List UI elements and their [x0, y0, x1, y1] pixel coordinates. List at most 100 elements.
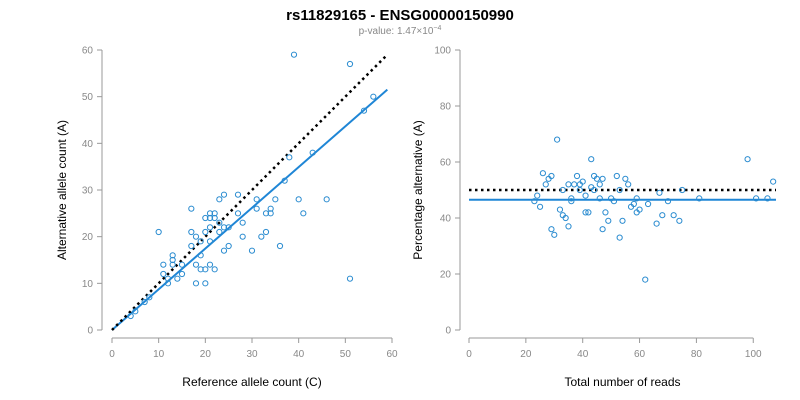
data-point: [664, 198, 672, 205]
data-point: [753, 195, 760, 202]
data-point: [220, 224, 228, 231]
x-axis-label: Reference allele count (C): [182, 375, 321, 389]
data-point: [220, 247, 228, 254]
data-point: [551, 231, 558, 238]
x-tick-label: 30: [246, 349, 258, 360]
data-point: [211, 214, 218, 222]
data-point: [554, 136, 561, 143]
figure-title: rs11829165 - ENSG00000150990: [286, 7, 514, 24]
data-point: [323, 196, 330, 203]
data-point: [206, 210, 214, 217]
data-point: [596, 181, 603, 188]
data-point: [531, 198, 538, 205]
data-point: [211, 210, 218, 217]
x-tick-label: 0: [109, 349, 115, 360]
data-point: [216, 196, 223, 203]
data-point: [197, 252, 204, 259]
data-point: [568, 198, 575, 205]
data-point: [141, 298, 148, 306]
x-tick-label: 60: [634, 349, 646, 360]
data-point: [272, 196, 279, 203]
data-point: [610, 198, 618, 205]
data-point: [290, 51, 298, 58]
data-point: [206, 214, 214, 222]
data-point: [559, 186, 566, 194]
data-point: [295, 196, 302, 203]
data-point: [197, 238, 204, 245]
data-point: [696, 195, 703, 202]
y-tick-label: 60: [440, 158, 452, 169]
data-point: [178, 261, 186, 268]
scatter-plot-allele-counts: 0 10 20 30 40 50 60 0 10 20 30 40 50 60 Reference alle…: [55, 46, 398, 390]
reference-line-dotted: [111, 53, 389, 331]
y-tick-label: 100: [434, 46, 451, 57]
data-point: [562, 214, 569, 222]
data-point: [202, 228, 209, 236]
y-axis-label: Percentage alternative (A): [411, 120, 425, 259]
data-point: [548, 226, 555, 233]
y-tick-label: 30: [82, 186, 94, 197]
x-axis-label: Total number of reads: [564, 375, 680, 389]
data-point: [642, 276, 649, 283]
data-point: [770, 178, 777, 185]
data-point: [225, 242, 232, 250]
data-point: [599, 175, 606, 182]
y-tick-label: 10: [82, 279, 94, 290]
data-point: [579, 178, 586, 185]
data-point: [573, 172, 581, 180]
data-point: [590, 186, 598, 194]
x-tick-label: 60: [386, 349, 398, 360]
y-tick-label: 80: [440, 102, 452, 113]
x-tick-label: 40: [577, 349, 589, 360]
data-point: [565, 223, 572, 230]
y-tick-label: 20: [82, 232, 94, 243]
regression-line: [111, 88, 388, 331]
data-point: [536, 203, 544, 210]
data-point: [576, 186, 583, 194]
data-point: [582, 192, 589, 199]
data-point: [192, 280, 200, 287]
data-point: [556, 206, 564, 213]
data-point: [216, 219, 223, 226]
data-point: [764, 195, 771, 202]
data-point: [568, 195, 575, 202]
data-point: [542, 181, 549, 188]
y-tick-label: 60: [82, 46, 94, 57]
data-point: [188, 242, 195, 250]
data-point: [206, 261, 214, 268]
data-point: [258, 233, 265, 240]
data-point: [622, 175, 629, 182]
data-point: [211, 266, 218, 273]
y-tick-label: 20: [440, 270, 452, 281]
data-point: [656, 189, 663, 196]
data-point: [220, 191, 228, 198]
data-point: [616, 234, 623, 241]
data-point: [276, 242, 284, 250]
data-point: [548, 172, 555, 180]
y-tick-label: 40: [82, 139, 94, 150]
data-point: [605, 217, 612, 224]
scatter-plot-percentage: 0 20 40 60 80 100 0 20 40 60 80 100 Total number of …: [411, 46, 777, 389]
data-point: [188, 205, 195, 212]
data-point: [262, 228, 270, 236]
data-point: [216, 228, 223, 236]
data-point: [132, 308, 139, 315]
data-point: [234, 191, 242, 198]
data-point: [239, 219, 246, 226]
data-point: [565, 181, 572, 188]
data-point: [670, 212, 677, 219]
data-point: [679, 186, 686, 194]
data-point: [539, 170, 547, 177]
data-point: [262, 210, 270, 217]
data-point: [164, 280, 172, 287]
data-point: [160, 261, 167, 268]
data-point: [534, 192, 541, 199]
data-point: [286, 154, 293, 161]
data-point: [127, 312, 134, 320]
data-point: [613, 172, 620, 180]
data-point: [300, 210, 307, 217]
p-value-exponent: −4: [433, 25, 441, 32]
data-point: [169, 261, 176, 268]
data-point: [253, 196, 260, 203]
